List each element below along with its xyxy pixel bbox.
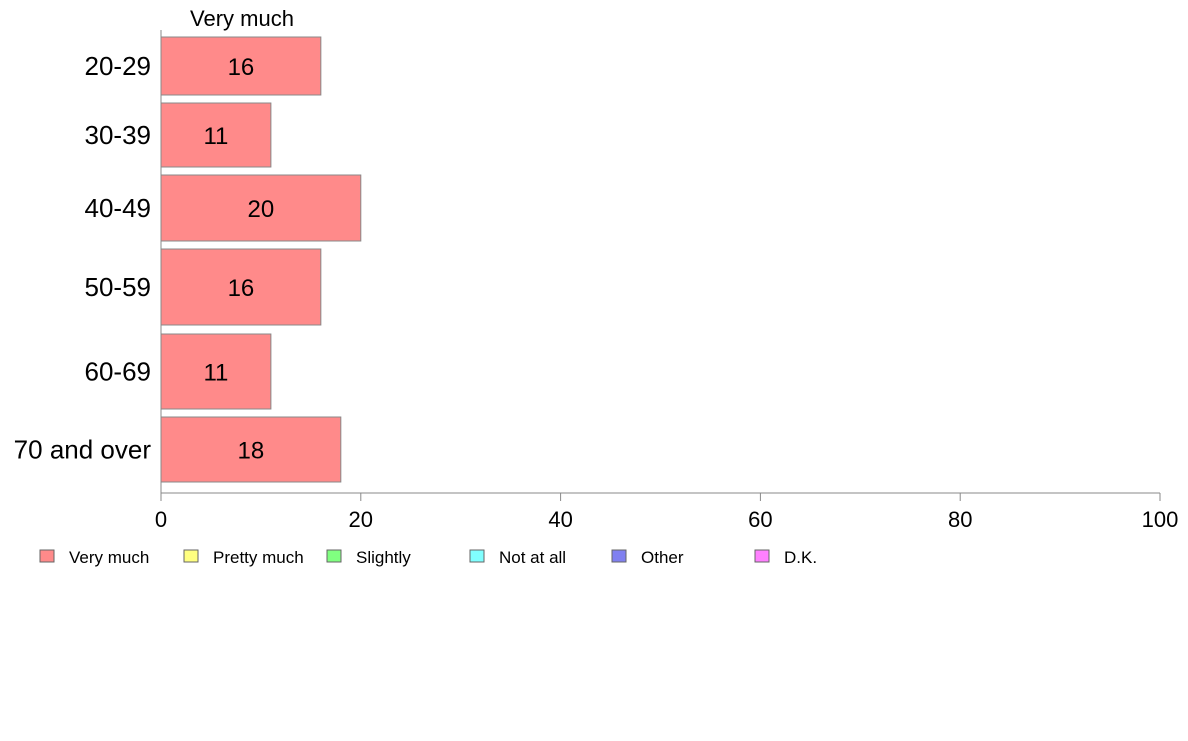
bar-segment xyxy=(160,36,322,96)
bar-value-label: 11 xyxy=(203,360,228,387)
legend-label: Pretty much xyxy=(213,548,304,567)
legend-swatch xyxy=(469,549,485,563)
legend-label: Not at all xyxy=(499,548,566,567)
category-label: 70 and over xyxy=(14,435,152,465)
bar-segment xyxy=(160,102,272,168)
bars-layer: Very much 20-29 30-39 40-49 50-59 60-69 70 and… xyxy=(14,6,362,483)
category-label: 20-29 xyxy=(85,51,152,81)
legend-label: Other xyxy=(641,548,684,567)
legend-swatch xyxy=(326,549,342,563)
x-tick-label: 80 xyxy=(948,507,972,532)
legend-label: Very much xyxy=(69,548,149,567)
legend-swatch xyxy=(183,549,199,563)
bar-segment xyxy=(160,333,272,410)
x-tick-label: 0 xyxy=(155,507,167,532)
bar-value-label: 18 xyxy=(238,438,265,465)
bar-value-label: 16 xyxy=(228,54,255,81)
x-tick-label: 100 xyxy=(1142,507,1179,532)
category-label: 60-69 xyxy=(85,357,152,387)
bar-segment xyxy=(160,416,342,483)
bar-segment xyxy=(160,174,362,242)
category-label: 40-49 xyxy=(85,193,152,223)
category-label: 30-39 xyxy=(85,120,152,150)
legend-swatch xyxy=(754,549,770,563)
bar-value-label: 20 xyxy=(248,196,275,223)
legend-swatch xyxy=(39,549,55,563)
x-tick-label: 40 xyxy=(548,507,572,532)
bar-segment xyxy=(160,248,322,326)
legend-label: D.K. xyxy=(784,548,817,567)
x-axis: 0 20 40 60 80 100 xyxy=(155,30,1178,532)
legend-label: Slightly xyxy=(356,548,411,567)
category-label: 50-59 xyxy=(85,272,152,302)
x-tick-label: 20 xyxy=(349,507,373,532)
segment-header: Very much xyxy=(190,6,294,31)
x-tick-label: 60 xyxy=(748,507,772,532)
bar-value-label: 11 xyxy=(203,123,228,150)
bar-value-label: 16 xyxy=(228,275,255,302)
legend: Very much Pretty much Slightly Not at all Ot… xyxy=(39,548,817,567)
legend-swatch xyxy=(611,549,627,563)
